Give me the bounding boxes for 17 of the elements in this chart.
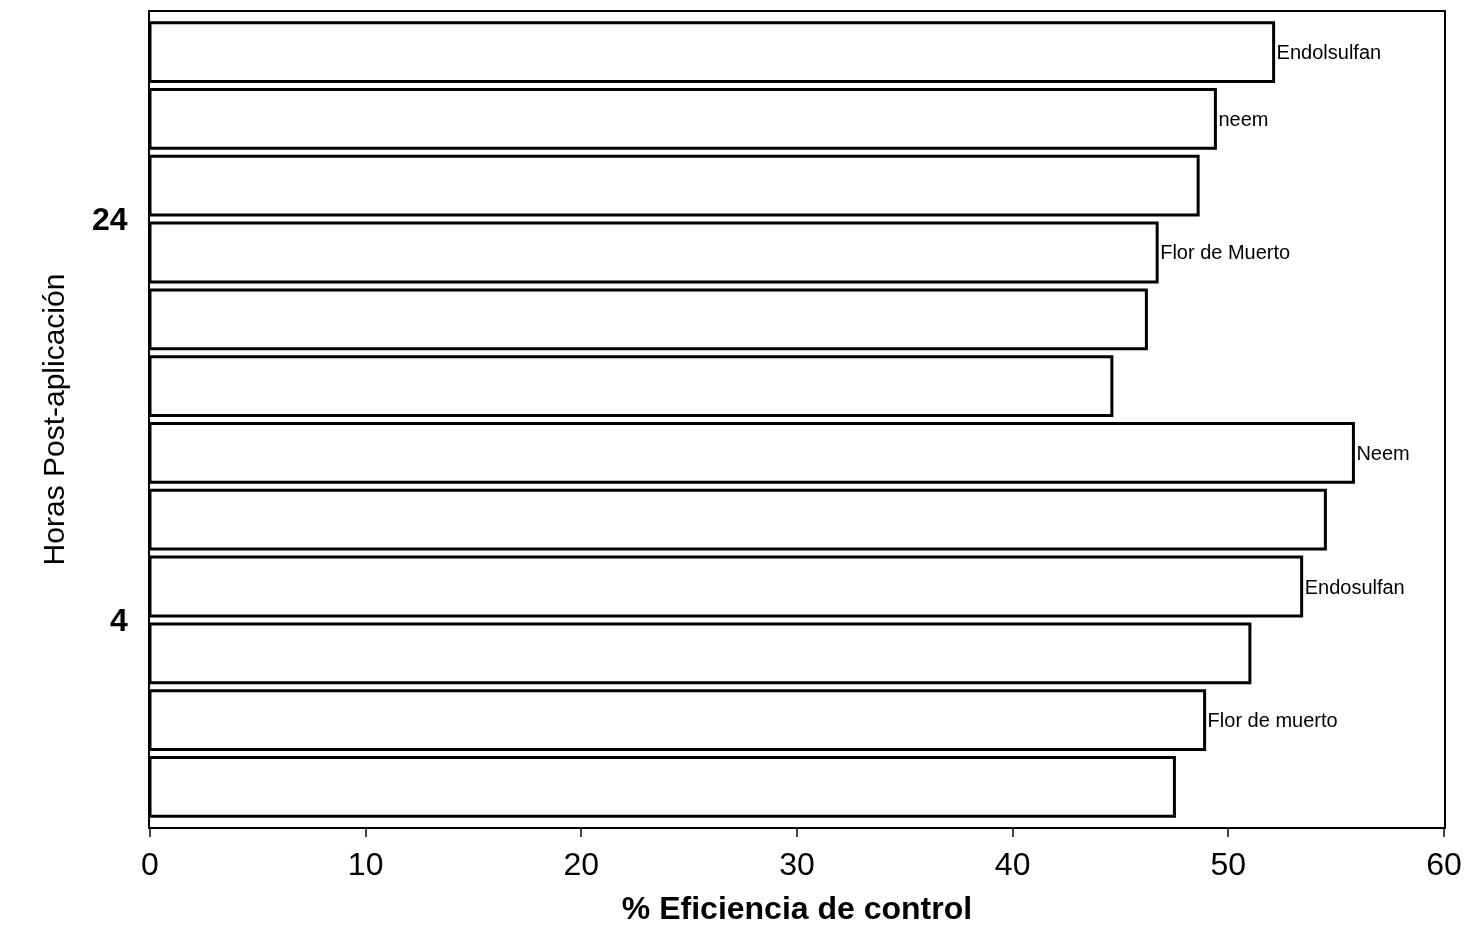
y-tick-label: Flor de muerto xyxy=(1207,709,1338,732)
x-axis-title: % Eficiencia de control xyxy=(621,889,973,926)
x-tick-label: 30 xyxy=(779,846,815,883)
x-tick-label: 10 xyxy=(347,846,384,883)
text: 24 xyxy=(92,201,128,237)
text: 4 xyxy=(110,602,128,638)
x-tick-label: 50 xyxy=(1210,846,1247,883)
y-tick-label: Endolsulfan xyxy=(1276,41,1382,64)
x-tick-label: 60 xyxy=(1426,846,1462,883)
x-tick-label: 0 xyxy=(141,846,159,883)
y-tick-label: Neem xyxy=(1356,441,1410,464)
y-tick-label: neem xyxy=(1218,107,1269,130)
y-tick-label: Endosulfan xyxy=(1304,575,1405,598)
x-tick-label: 20 xyxy=(563,846,600,883)
y-tick-label: Flor de Muerto xyxy=(1160,241,1291,264)
x-tick-label: 40 xyxy=(994,846,1031,883)
y-axis-title: Horas Post-aplicación xyxy=(36,273,70,566)
